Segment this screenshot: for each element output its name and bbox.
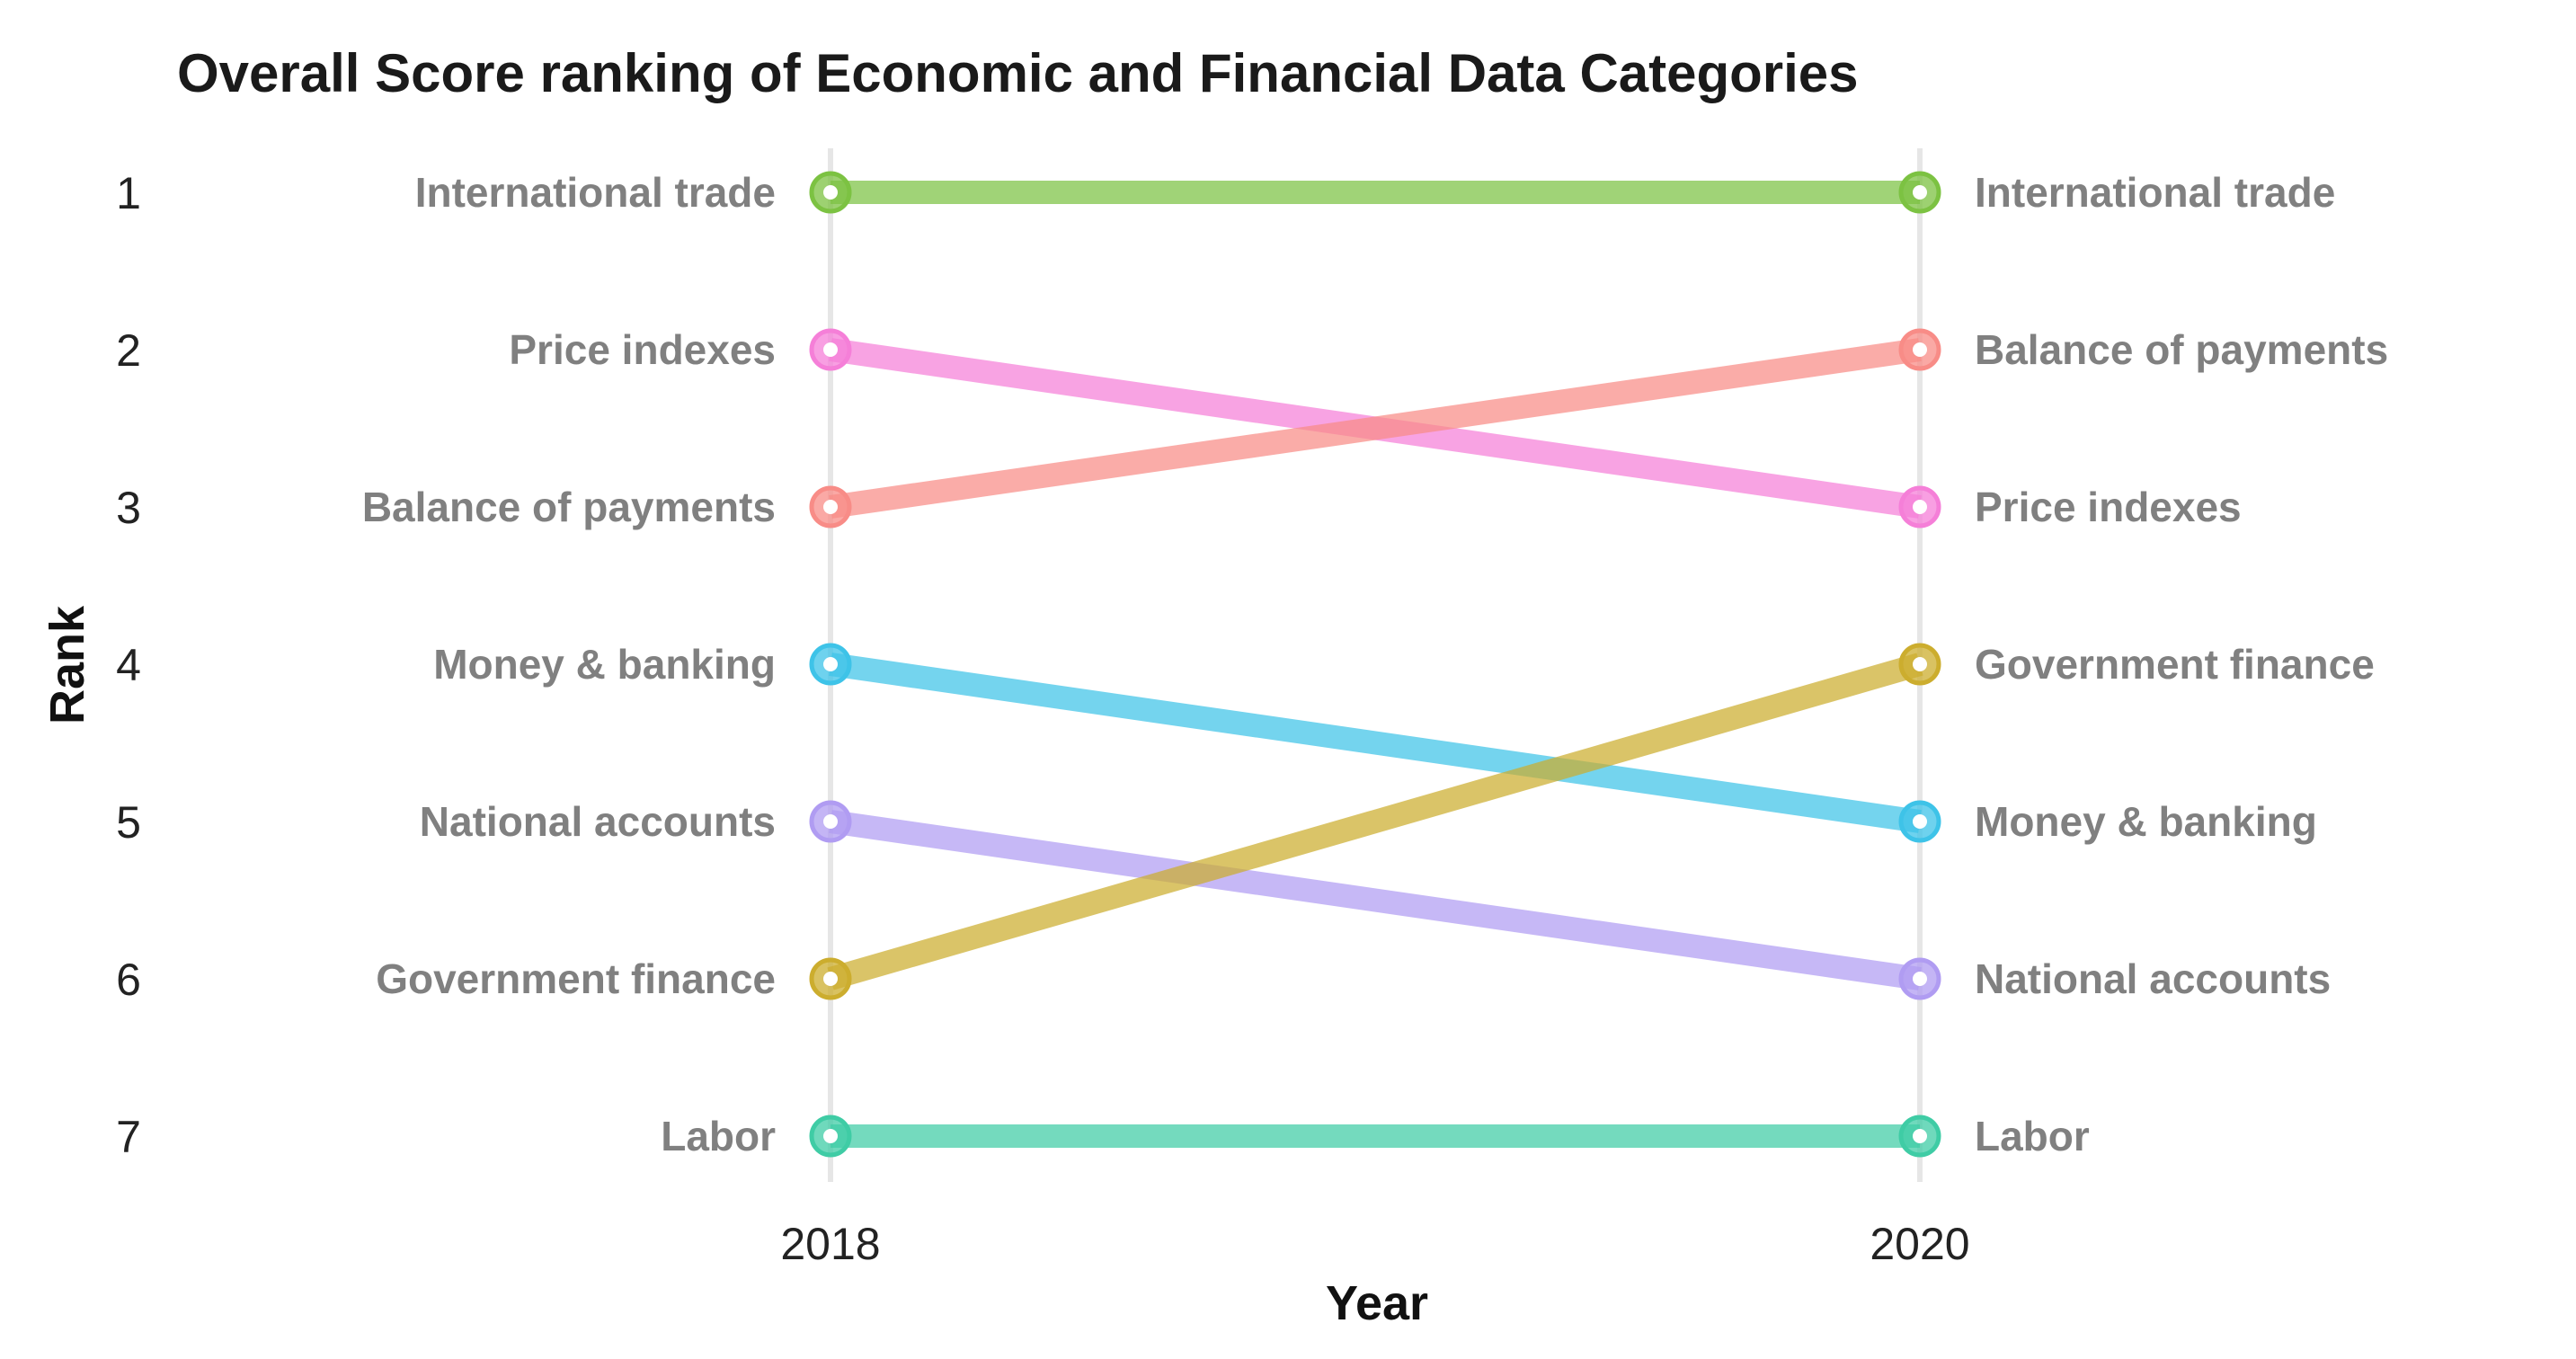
label-left-balance-of-payments: Balance of payments [362, 484, 776, 530]
label-right-government-finance: Government finance [1975, 641, 2375, 688]
x-axis-title: Year [1326, 1276, 1428, 1330]
label-left-price-indexes: Price indexes [509, 326, 776, 373]
y-tick-3: 3 [116, 483, 141, 533]
series-lines [827, 181, 1923, 1148]
label-right-money-banking: Money & banking [1975, 798, 2317, 845]
point-center-national-accounts-2018 [823, 814, 838, 829]
series-line-money-banking [829, 653, 1922, 833]
label-left-international-trade: International trade [415, 169, 776, 216]
y-tick-5: 5 [116, 797, 141, 848]
point-center-balance-of-payments-2020 [1913, 342, 1927, 357]
series-labels-left: International trade Price indexes Balance … [362, 169, 776, 1159]
label-left-labor: Labor [661, 1113, 776, 1159]
label-right-labor: Labor [1975, 1113, 2090, 1159]
point-center-government-finance-2020 [1913, 657, 1927, 671]
label-right-national-accounts: National accounts [1975, 955, 2331, 1002]
x-axis-ticks: 2018 2020 [780, 1219, 1969, 1269]
point-center-money-banking-2018 [823, 657, 838, 671]
series-line-national-accounts [829, 810, 1922, 990]
point-center-international-trade-2020 [1913, 185, 1927, 200]
y-tick-1: 1 [116, 168, 141, 218]
point-center-labor-2020 [1913, 1129, 1927, 1143]
point-center-money-banking-2020 [1913, 814, 1927, 829]
series-points [809, 171, 1941, 1158]
label-right-balance-of-payments: Balance of payments [1975, 326, 2388, 373]
point-center-price-indexes-2018 [823, 342, 838, 357]
series-line-balance-of-payments [829, 338, 1922, 519]
chart-title: Overall Score ranking of Economic and Fi… [177, 43, 1859, 103]
label-right-international-trade: International trade [1975, 169, 2335, 216]
point-center-labor-2018 [823, 1129, 838, 1143]
y-axis-ticks: 1 2 3 4 5 6 7 [116, 168, 141, 1162]
y-tick-7: 7 [116, 1112, 141, 1162]
point-center-government-finance-2018 [823, 972, 838, 986]
y-tick-4: 4 [116, 640, 141, 690]
point-center-international-trade-2018 [823, 185, 838, 200]
y-tick-6: 6 [116, 955, 141, 1005]
x-tick-2018: 2018 [780, 1219, 880, 1269]
point-center-balance-of-payments-2018 [823, 500, 838, 514]
y-axis-title: Rank [40, 605, 94, 724]
gridlines [828, 148, 1923, 1182]
label-right-price-indexes: Price indexes [1975, 484, 2242, 530]
series-line-government-finance [827, 653, 1923, 990]
label-left-money-banking: Money & banking [433, 641, 776, 688]
series-labels-right: International trade Price indexes Balance … [1975, 169, 2388, 1159]
point-center-national-accounts-2020 [1913, 972, 1927, 986]
y-tick-2: 2 [116, 325, 141, 376]
label-left-national-accounts: National accounts [420, 798, 776, 845]
x-tick-2020: 2020 [1870, 1219, 1969, 1269]
point-center-price-indexes-2020 [1913, 500, 1927, 514]
label-left-government-finance: Government finance [376, 955, 776, 1002]
